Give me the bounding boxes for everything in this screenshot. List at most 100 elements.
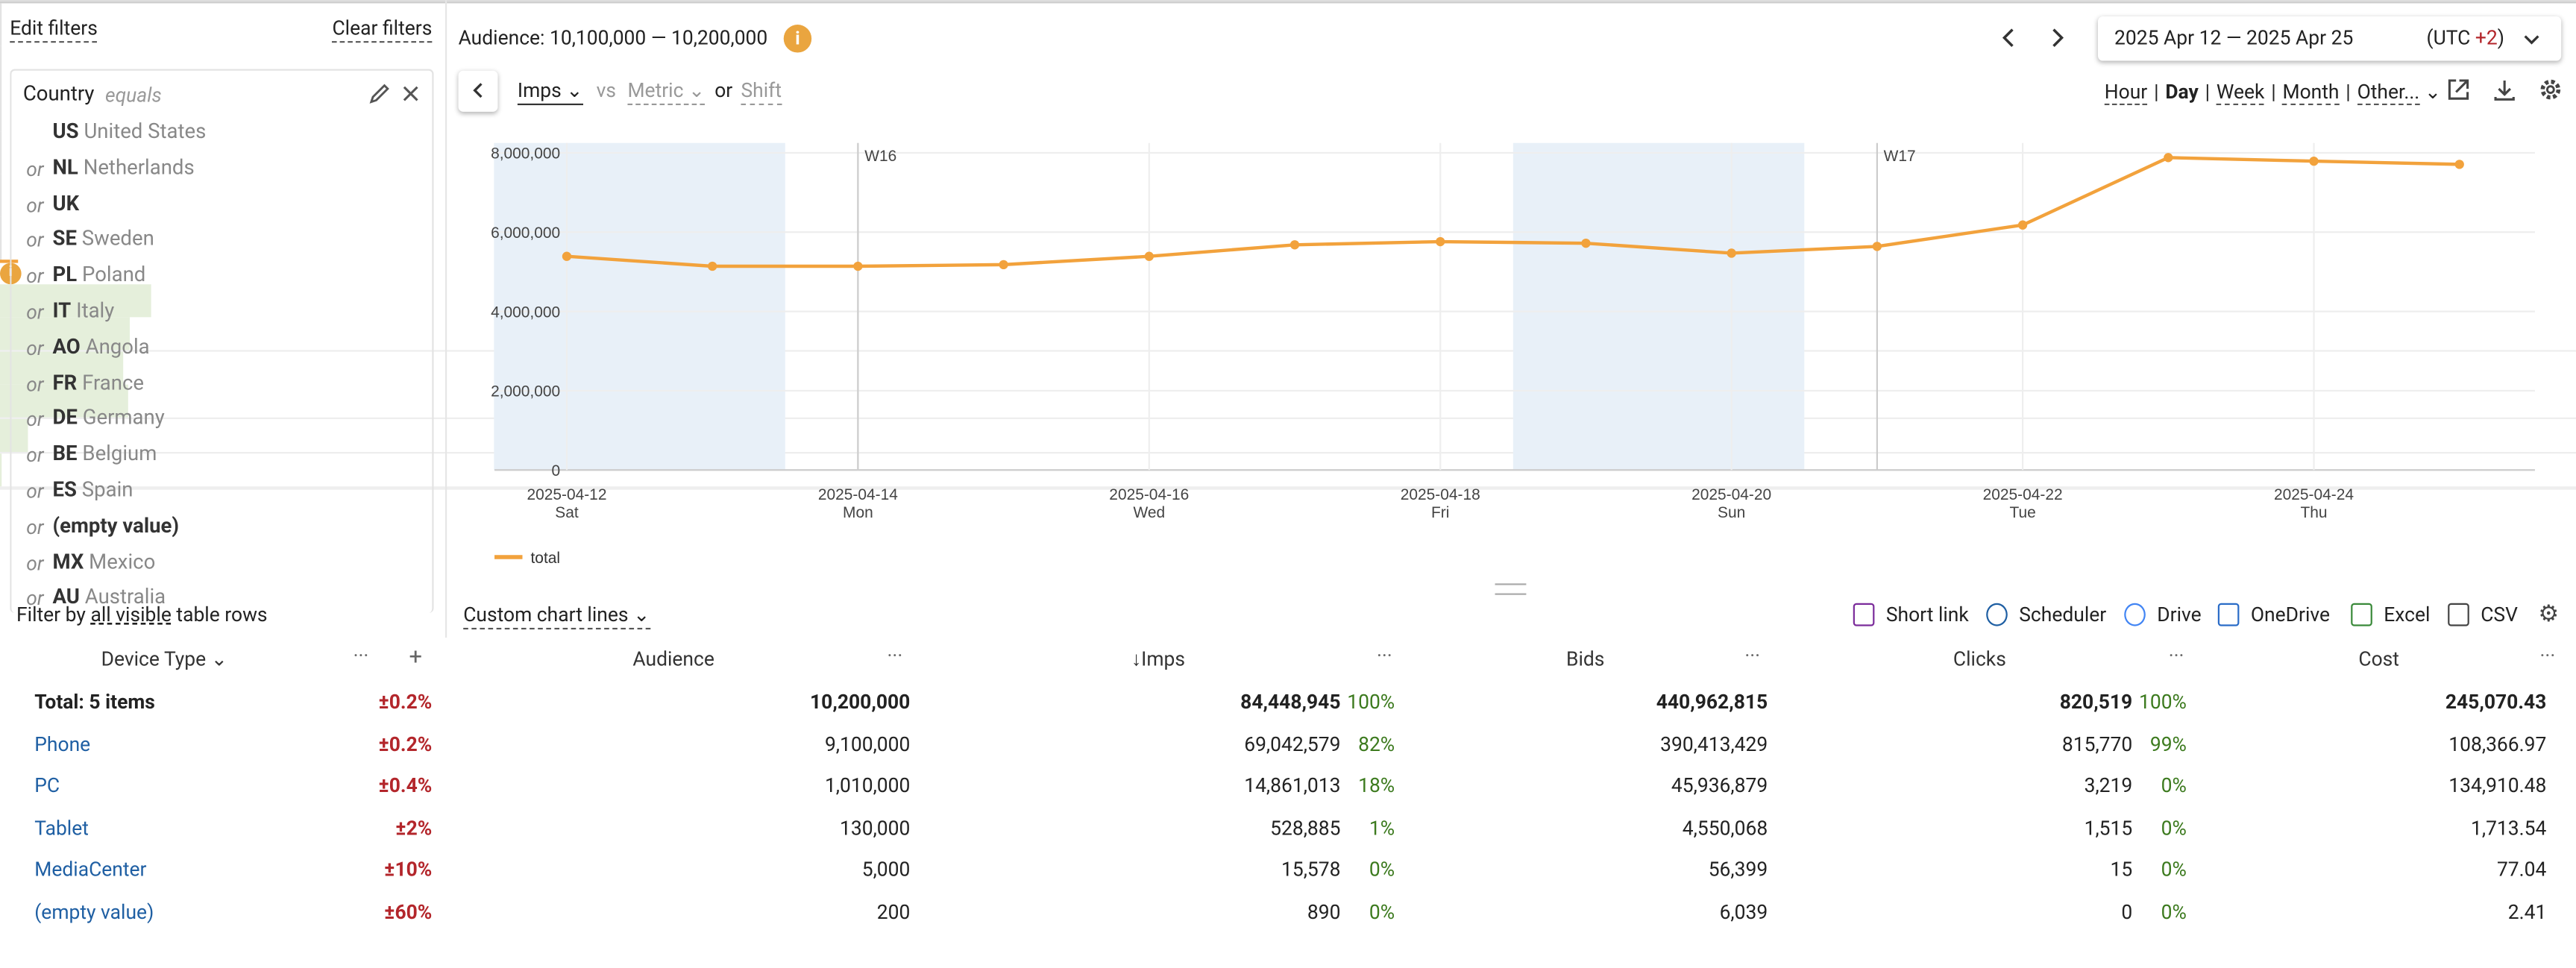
column-header[interactable]: Bids: [1566, 646, 1604, 672]
country-name: Angola: [85, 335, 150, 360]
export-link[interactable]: Excel: [2384, 603, 2431, 626]
filter-by: Filter by all visible table rows: [16, 602, 268, 628]
export-link[interactable]: Short link: [1885, 603, 1969, 626]
metric2-select[interactable]: Metric ⌄: [627, 78, 706, 106]
open-icon[interactable]: [2446, 78, 2471, 102]
export-icon[interactable]: [2124, 603, 2146, 626]
column-header[interactable]: Cost: [2358, 646, 2399, 672]
prev-period[interactable]: [1998, 26, 2021, 49]
imps-share: 1%: [1369, 816, 1395, 840]
settings-icon[interactable]: [2538, 78, 2563, 102]
column-header[interactable]: Clicks: [1953, 646, 2006, 672]
table-settings[interactable]: ⚙: [2538, 601, 2559, 628]
filter-connector: or: [26, 408, 44, 432]
metric-select[interactable]: Imps ⌄: [517, 78, 583, 106]
filter-connector: or: [26, 336, 44, 360]
separator: |: [2154, 80, 2159, 104]
utc: (UTC +2): [2427, 25, 2504, 51]
point: [2017, 220, 2028, 230]
download-icon[interactable]: [2492, 78, 2517, 102]
country-name: Mexico: [89, 550, 156, 575]
export-icon[interactable]: [2448, 603, 2469, 626]
clear-filters[interactable]: Clear filters: [332, 15, 433, 43]
filter-item: US United States: [52, 120, 206, 146]
point: [2164, 153, 2173, 163]
row-name[interactable]: MediaCenter: [34, 858, 147, 882]
export-icon[interactable]: [2217, 603, 2240, 626]
granularity-option[interactable]: Hour: [2104, 80, 2148, 106]
audience: 200: [876, 900, 911, 924]
filter-item: NL Netherlands: [52, 156, 194, 182]
filter-item: ES Spain: [52, 478, 133, 504]
imps: 890: [1307, 900, 1341, 924]
granularity-option[interactable]: Other...: [2357, 80, 2420, 106]
audience: 10,200,000: [810, 690, 911, 714]
add-column[interactable]: +: [409, 644, 423, 671]
column-menu[interactable]: ···: [1744, 644, 1761, 667]
filter-by-link[interactable]: all visible: [90, 603, 172, 626]
row-name[interactable]: (empty value): [34, 900, 154, 924]
column-header[interactable]: Device Type ⌄: [101, 646, 227, 672]
info-icon[interactable]: i: [783, 25, 812, 53]
column-header[interactable]: ↓Imps: [1131, 646, 1185, 672]
export-icon[interactable]: [2351, 603, 2372, 626]
row-name[interactable]: Phone: [34, 732, 91, 755]
export-link[interactable]: CSV: [2481, 603, 2518, 626]
margin: ±0.2%: [378, 732, 433, 755]
x-tick-weekday: Fri: [1431, 504, 1449, 521]
country-code: AU: [52, 585, 80, 611]
x-tick-weekday: Wed: [1133, 504, 1165, 521]
filter-item: DE Germany: [52, 406, 164, 433]
granularity-option[interactable]: Week: [2216, 80, 2265, 106]
audience: 130,000: [840, 816, 911, 840]
clicks: 3,219: [2084, 774, 2133, 798]
point: [2309, 156, 2319, 166]
column-menu[interactable]: ···: [2168, 644, 2184, 667]
next-period[interactable]: [2045, 26, 2068, 49]
sort-arrow: ↓: [1131, 647, 1142, 671]
export-link[interactable]: Drive: [2157, 603, 2202, 626]
imps: 84,448,945: [1240, 690, 1341, 714]
export-link[interactable]: Scheduler: [2019, 603, 2107, 626]
export-icon[interactable]: [1986, 603, 2008, 626]
filter-item: MX Mexico: [52, 550, 155, 576]
x-tick-label: 2025-04-24: [2274, 486, 2354, 503]
weekend-band: [1512, 142, 1805, 471]
edit-icon[interactable]: [368, 82, 391, 105]
row-name[interactable]: Tablet: [34, 816, 89, 840]
clicks: 0: [2121, 900, 2133, 924]
row-name[interactable]: PC: [34, 774, 60, 798]
collapse-button[interactable]: [459, 71, 498, 112]
row-border: [0, 417, 2576, 419]
filter-connector: or: [26, 515, 44, 539]
column-divider: [0, 3, 2, 46]
separator: |: [2271, 80, 2276, 104]
column-header[interactable]: Audience: [632, 646, 714, 672]
date-picker[interactable]: 2025 Apr 12 — 2025 Apr 25 (UTC +2): [2098, 16, 2561, 60]
column-menu[interactable]: ···: [1376, 644, 1392, 667]
metric2: Metric: [627, 78, 684, 102]
filter-box: Country equals US United States or NL Neth…: [10, 69, 434, 613]
export-icon[interactable]: [1853, 603, 1875, 626]
edit-filters[interactable]: Edit filters: [10, 15, 98, 43]
country-code: IT: [52, 299, 72, 324]
filter-connector: or: [26, 265, 44, 289]
column-menu[interactable]: ···: [2539, 644, 2556, 667]
resize-handle[interactable]: [1495, 583, 1527, 595]
x-tick-label: 2025-04-20: [1691, 486, 1771, 503]
filter-item: BE Belgium: [52, 442, 157, 468]
cost: 1,713.54: [2471, 816, 2547, 840]
share-bar: [0, 453, 1, 487]
granularity-option[interactable]: Month: [2282, 80, 2340, 106]
divider: [444, 0, 447, 638]
remove-icon[interactable]: [399, 82, 422, 105]
column-menu[interactable]: ···: [887, 644, 903, 667]
x-tick-label: 2025-04-18: [1401, 486, 1480, 503]
custom-chart-lines[interactable]: Custom chart lines ⌄: [463, 602, 650, 630]
export-link[interactable]: OneDrive: [2250, 603, 2331, 626]
filter-connector: or: [26, 157, 44, 180]
shift[interactable]: Shift: [741, 78, 782, 106]
column-menu[interactable]: ···: [353, 644, 369, 667]
granularity-option[interactable]: Day: [2165, 80, 2199, 104]
filter-field: Country: [22, 82, 95, 107]
